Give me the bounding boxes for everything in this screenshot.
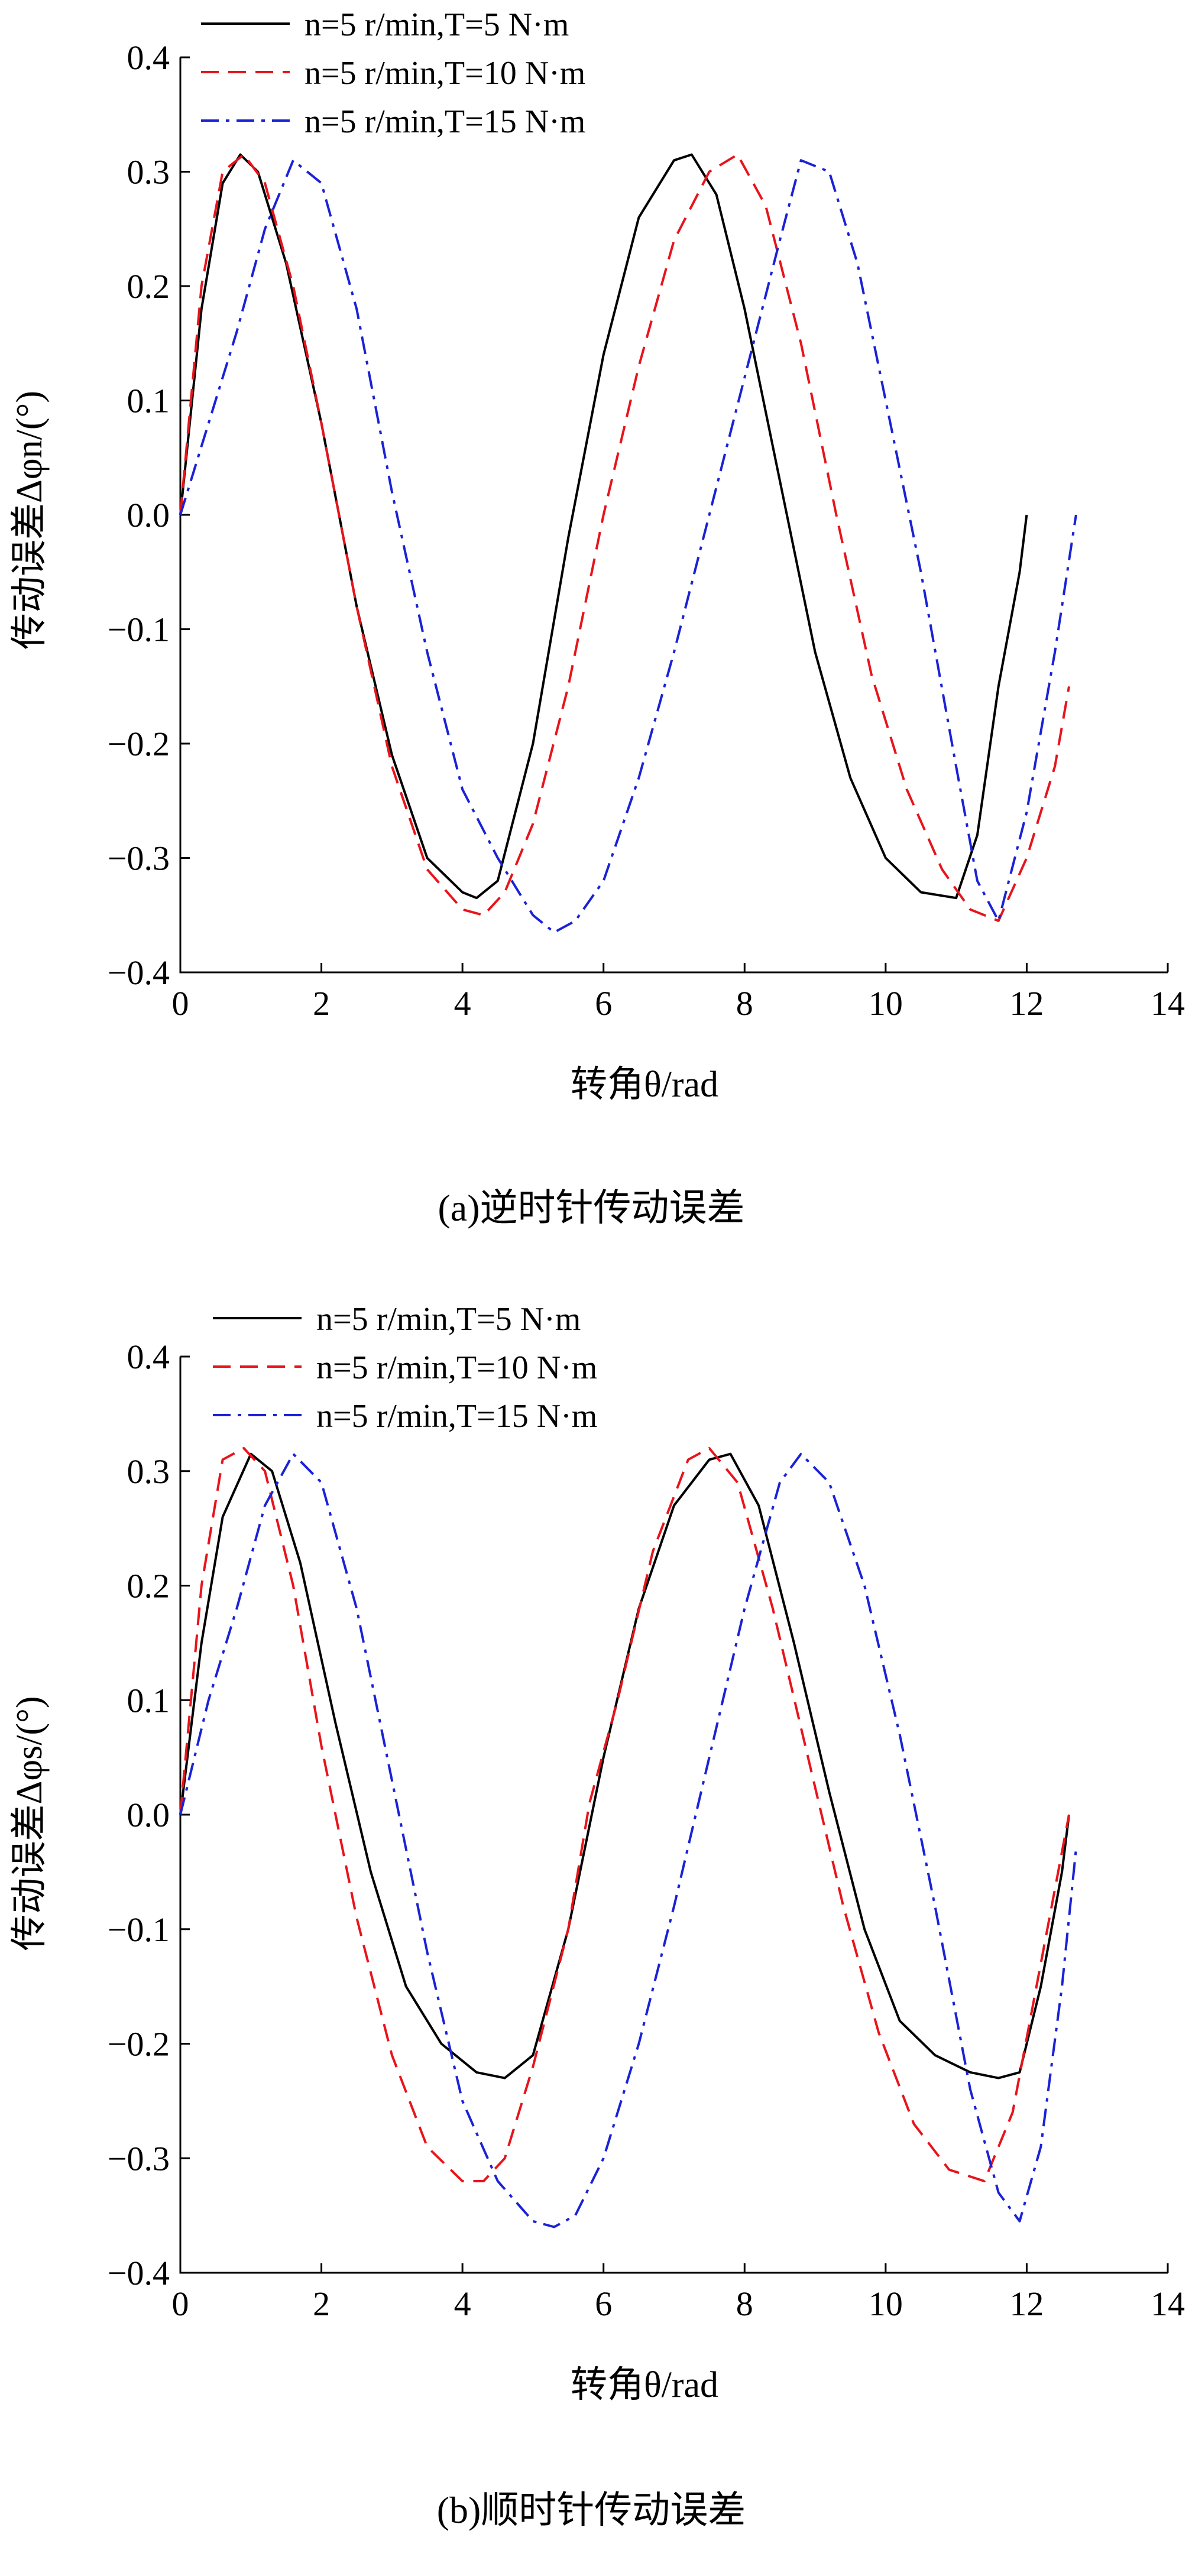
y-tick-label: 0.2 — [127, 1567, 170, 1605]
caption-a: (a)逆时针传动误差 — [438, 1187, 744, 1229]
y-tick-label: −0.3 — [108, 2139, 170, 2178]
series-line-1 — [179, 1452, 1070, 2079]
x-tick-label: 12 — [1009, 984, 1044, 1023]
y-tick-label: −0.3 — [108, 839, 170, 878]
series-line-1 — [179, 153, 1028, 900]
x-tick-label: 6 — [595, 984, 612, 1023]
x-tick-label: 8 — [736, 2285, 753, 2323]
y-axis-label-a: 传动误差Δφn/(°) — [9, 391, 50, 650]
y-tick-label: 0.0 — [127, 496, 170, 534]
legend-label: n=5 r/min,T=5 N·m — [316, 1301, 581, 1338]
x-tick-label: 10 — [869, 2285, 903, 2323]
x-tick-label: 6 — [595, 2285, 612, 2323]
x-tick-label: 8 — [736, 984, 753, 1023]
y-axis-label-b: 传动误差Δφs/(°) — [9, 1696, 50, 1951]
chart-b: 0 2 4 6 8 10 12 14 0.4 0.3 0.2 0.1 0.0 −0.1 −0.2 −0.3 −0… — [108, 1301, 1185, 2323]
y-tick-label: −0.1 — [108, 611, 170, 649]
legend-label: n=5 r/min,T=15 N·m — [316, 1398, 597, 1435]
y-tick-label: 0.4 — [127, 1338, 170, 1376]
y-tick-label: 0.1 — [127, 1681, 170, 1720]
y-tick-label: 0.0 — [127, 1796, 170, 1834]
y-tick-label: −0.1 — [108, 1910, 170, 1949]
x-tick-label: 14 — [1151, 2285, 1185, 2323]
y-tick-label: 0.3 — [127, 153, 170, 192]
x-tick-label: 2 — [313, 984, 330, 1023]
caption-b: (b)顺时针传动误差 — [437, 2489, 746, 2531]
y-tick-label: 0.1 — [127, 382, 170, 420]
series-line-2 — [179, 1447, 1070, 2182]
series-line-2 — [179, 153, 1070, 922]
y-tick-label: −0.2 — [108, 2025, 170, 2064]
x-axis-label-b: 转角θ/rad — [571, 2365, 718, 2405]
y-tick-label: 0.4 — [127, 38, 170, 77]
x-tick-label: 2 — [313, 2285, 330, 2323]
legend-label: n=5 r/min,T=5 N·m — [305, 7, 569, 43]
x-axis-label-a: 转角θ/rad — [571, 1065, 718, 1105]
legend-label: n=5 r/min,T=10 N·m — [305, 55, 585, 92]
y-tick-label: −0.2 — [108, 725, 170, 763]
x-tick-label: 4 — [454, 984, 471, 1023]
legend-label: n=5 r/min,T=10 N·m — [316, 1349, 597, 1386]
chart-a: 0 2 4 6 8 10 12 14 0.4 0.3 0.2 0.1 0.0 −0.1 −0.2 −0.3 −0… — [108, 7, 1185, 1023]
x-tick-label: 0 — [172, 2285, 189, 2323]
x-tick-label: 0 — [172, 984, 189, 1023]
x-tick-label: 10 — [869, 984, 903, 1023]
y-tick-label: −0.4 — [108, 953, 170, 992]
y-tick-label: 0.2 — [127, 267, 170, 306]
series-line-3 — [179, 1452, 1077, 2228]
legend-label: n=5 r/min,T=15 N·m — [305, 103, 585, 140]
x-tick-label: 12 — [1009, 2285, 1044, 2323]
series-line-3 — [179, 159, 1077, 934]
axes-frame — [179, 1357, 1168, 2274]
x-tick-label: 14 — [1151, 984, 1185, 1023]
y-tick-label: 0.3 — [127, 1452, 170, 1491]
x-tick-label: 4 — [454, 2285, 471, 2323]
y-tick-label: −0.4 — [108, 2254, 170, 2292]
